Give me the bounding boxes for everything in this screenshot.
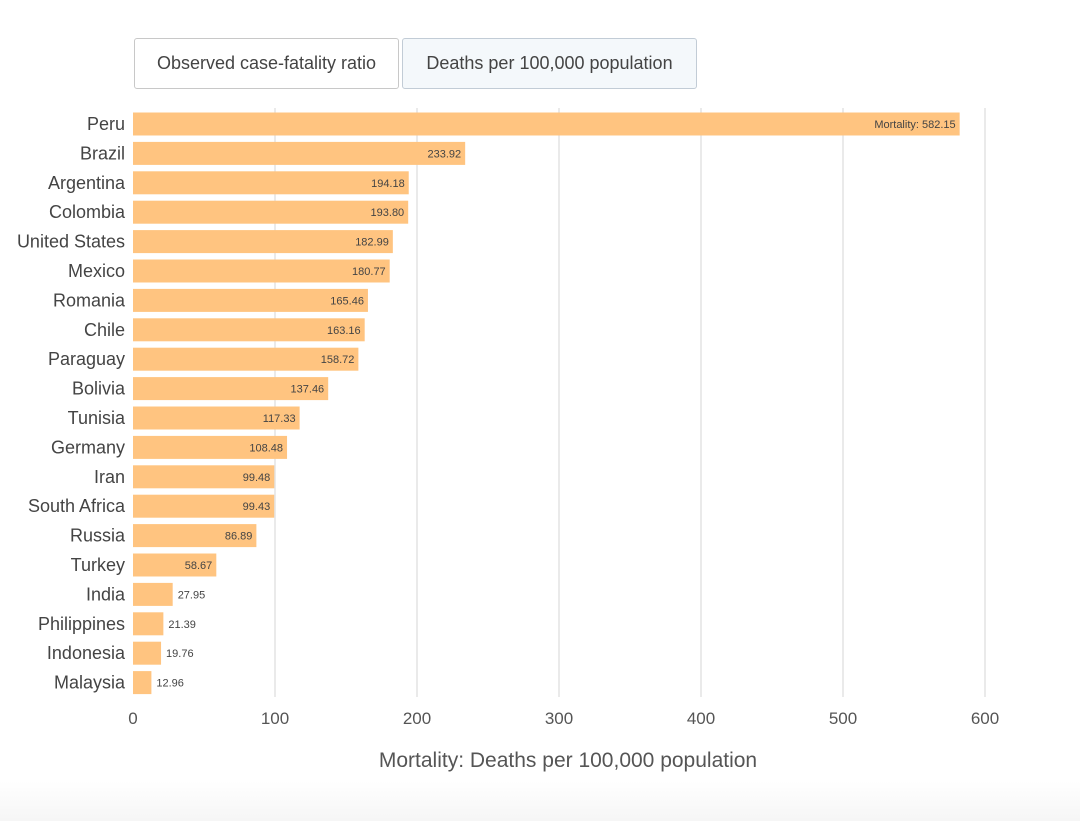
bar[interactable]: [133, 377, 329, 401]
category-label: Brazil: [80, 143, 125, 163]
bar-value-label: 12.96: [156, 678, 184, 690]
x-tick-label: 500: [829, 709, 857, 728]
category-label: Iran: [94, 467, 125, 487]
metric-tabs: Observed case-fatality ratio Deaths per …: [134, 38, 697, 89]
bar[interactable]: [133, 230, 393, 254]
bar-value-label: 117.33: [263, 413, 296, 425]
tab-case-fatality-ratio[interactable]: Observed case-fatality ratio: [134, 38, 399, 89]
bar[interactable]: [133, 524, 257, 548]
category-label: United States: [17, 232, 125, 252]
bar[interactable]: [133, 347, 359, 371]
bar[interactable]: [133, 582, 173, 606]
bar[interactable]: [133, 641, 162, 665]
bar-value-label: 108.48: [249, 442, 283, 454]
chart-x-axis-ticks: 0 100 200 300 400 500 600: [128, 709, 999, 728]
bar[interactable]: [133, 259, 390, 283]
bar[interactable]: [133, 465, 275, 489]
category-label: Bolivia: [72, 379, 126, 399]
bar[interactable]: [133, 406, 300, 430]
bar-value-label: 163.16: [327, 325, 361, 337]
x-tick-label: 600: [971, 709, 999, 728]
bar-value-label: 182.99: [355, 237, 389, 249]
x-axis-title: Mortality: Deaths per 100,000 population: [379, 749, 757, 772]
bar[interactable]: [133, 141, 466, 165]
bar[interactable]: [133, 171, 409, 195]
bar-value-label: 158.72: [321, 354, 355, 366]
category-label: Indonesia: [47, 643, 126, 663]
category-label: Argentina: [48, 173, 126, 193]
x-tick-label: 400: [687, 709, 715, 728]
bar-value-label: 233.92: [428, 148, 462, 160]
bar-value-label: Mortality: 582.15: [874, 119, 955, 131]
category-label: Philippines: [38, 614, 125, 634]
category-label: Tunisia: [68, 408, 126, 428]
x-tick-label: 200: [403, 709, 431, 728]
bar-value-label: 99.48: [243, 472, 271, 484]
bar[interactable]: [133, 553, 217, 577]
category-label: Chile: [84, 320, 125, 340]
bar-value-label: 137.46: [291, 384, 325, 396]
tab-deaths-per-100k[interactable]: Deaths per 100,000 population: [402, 38, 697, 89]
category-label: Malaysia: [54, 673, 126, 693]
category-label: Romania: [53, 290, 126, 310]
x-tick-label: 300: [545, 709, 573, 728]
category-label: Russia: [70, 526, 126, 546]
chart-gridlines: [274, 108, 986, 697]
bar-value-label: 165.46: [330, 295, 364, 307]
bar[interactable]: [133, 612, 164, 636]
bar-value-label: 180.77: [352, 266, 386, 278]
category-label: India: [86, 584, 126, 604]
x-tick-label: 100: [261, 709, 289, 728]
category-label: Mexico: [68, 261, 125, 281]
bar[interactable]: [133, 112, 960, 136]
category-label: South Africa: [28, 496, 126, 516]
page-footer-fade: [0, 781, 1080, 821]
bar-value-label: 86.89: [225, 531, 253, 543]
category-label: Germany: [51, 437, 125, 457]
bar[interactable]: [133, 200, 409, 224]
bar-value-label: 21.39: [168, 619, 196, 631]
category-label: Peru: [87, 114, 125, 134]
bar-value-label: 194.18: [371, 178, 405, 190]
bar[interactable]: [133, 435, 288, 459]
bar[interactable]: [133, 318, 365, 342]
category-label: Paraguay: [48, 349, 125, 369]
chart-y-axis-labels: Peru Brazil Argentina Colombia United States…: [17, 114, 126, 693]
bar[interactable]: [133, 494, 275, 518]
bar[interactable]: [133, 671, 152, 695]
bar-value-label: 19.76: [166, 648, 194, 660]
bar[interactable]: [133, 288, 368, 312]
bar-value-label: 58.67: [185, 560, 213, 572]
bar-value-label: 27.95: [178, 589, 206, 601]
bar-value-label: 193.80: [371, 207, 405, 219]
chart-bars: Mortality: 582.15 233.92 194.18 193.80 182.9…: [133, 112, 960, 695]
category-label: Colombia: [49, 202, 126, 222]
bar-value-label: 99.43: [243, 501, 271, 513]
category-label: Turkey: [71, 555, 125, 575]
x-tick-label: 0: [128, 709, 137, 728]
